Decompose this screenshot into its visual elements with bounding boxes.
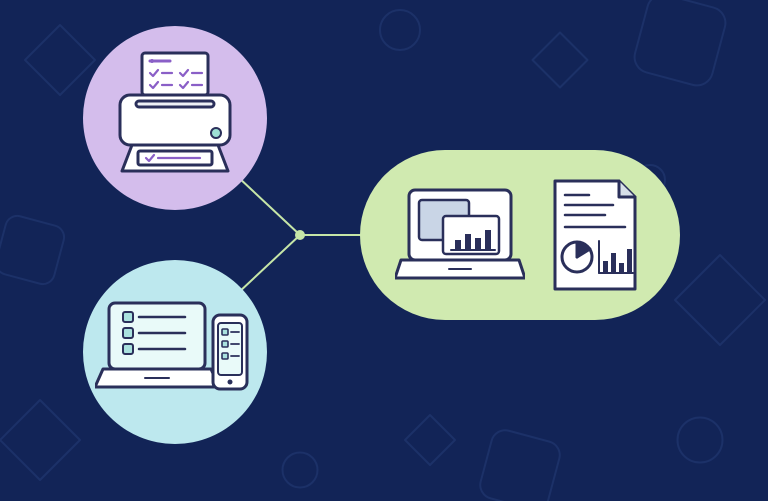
printer-icon — [100, 43, 250, 193]
diagram-canvas — [0, 0, 768, 501]
laptop-chart-icon — [395, 180, 525, 290]
result-icons — [395, 175, 645, 295]
devices-node — [83, 260, 267, 444]
devices-icon — [95, 287, 255, 417]
report-document-icon — [545, 175, 645, 295]
result-node — [360, 150, 680, 320]
printer-node — [83, 26, 267, 210]
